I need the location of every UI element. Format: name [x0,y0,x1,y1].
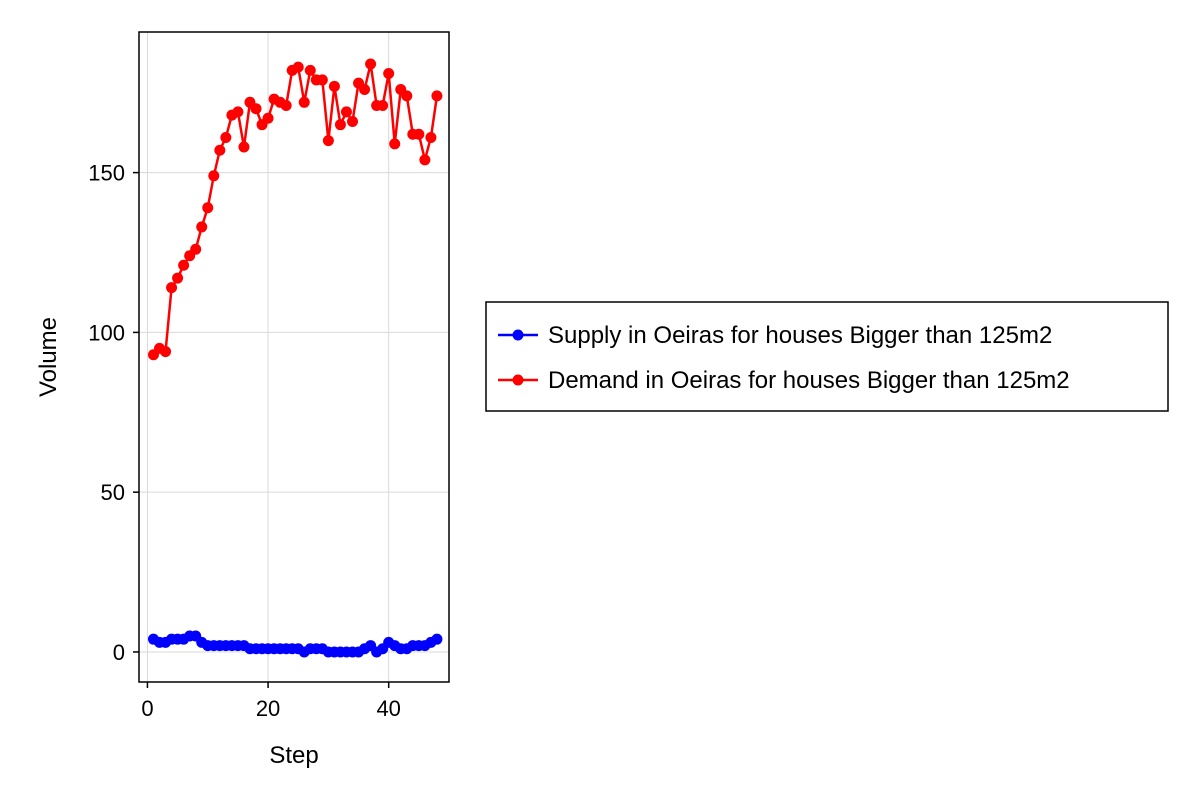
data-point-demand [298,96,310,108]
data-point-demand [359,84,371,96]
data-point-demand [316,74,328,86]
data-point-demand [365,58,377,70]
y-tick-label: 100 [88,320,125,345]
data-point-demand [347,115,359,127]
y-tick-label: 150 [88,161,125,186]
data-point-demand [413,128,425,140]
data-point-demand [238,141,250,153]
data-point-demand [292,61,304,73]
y-axis-title: Volume [35,317,62,397]
y-tick-label: 0 [113,640,125,665]
data-point-demand [419,154,431,166]
legend: Supply in Oeiras for houses Bigger than … [485,301,1169,412]
data-point-demand [232,106,244,118]
data-point-demand [166,282,178,294]
data-point-demand [401,90,413,102]
x-axis-title: Step [269,742,318,769]
data-point-demand [196,221,208,233]
data-point-demand [322,135,334,147]
series-demand [147,58,443,361]
legend-label-demand: Demand in Oeiras for houses Bigger than … [548,367,1070,394]
data-point-supply [431,633,443,645]
data-point-demand [389,138,401,150]
series-supply [147,630,443,658]
data-point-demand [262,112,274,124]
data-point-demand [383,68,395,80]
legend-label-supply: Supply in Oeiras for houses Bigger than … [548,322,1052,349]
data-point-demand [340,106,352,118]
plot-area-frame [138,31,450,683]
data-point-demand [280,100,292,112]
legend-entry-supply: Supply in Oeiras for houses Bigger than … [498,322,1052,349]
data-point-demand [431,90,443,102]
data-point-demand [202,202,214,214]
data-point-demand [425,131,437,143]
x-tick-label: 0 [141,696,153,721]
data-point-demand [160,346,172,358]
data-point-demand [304,64,316,76]
y-tick-label: 50 [101,480,125,505]
data-point-demand [214,144,226,156]
data-point-demand [172,272,184,284]
data-point-demand [220,131,232,143]
grid [139,32,449,682]
data-point-demand [250,103,262,115]
legend-box [485,301,1169,412]
legend-swatch-demand-marker [512,374,524,386]
data-point-demand [328,80,340,92]
series-line-demand [152,62,439,356]
x-tick-label: 40 [376,696,400,721]
series-layer [147,58,443,658]
data-point-demand [377,100,389,112]
data-point-demand [178,259,190,271]
data-point-demand [208,170,220,182]
data-point-demand [190,243,202,255]
data-point-demand [334,119,346,131]
legend-swatch-supply-marker [512,329,524,341]
axis-ticks: 0 20 40 0 50 100 150 [88,161,401,721]
legend-entry-demand: Demand in Oeiras for houses Bigger than … [498,367,1070,394]
x-tick-label: 20 [256,696,280,721]
